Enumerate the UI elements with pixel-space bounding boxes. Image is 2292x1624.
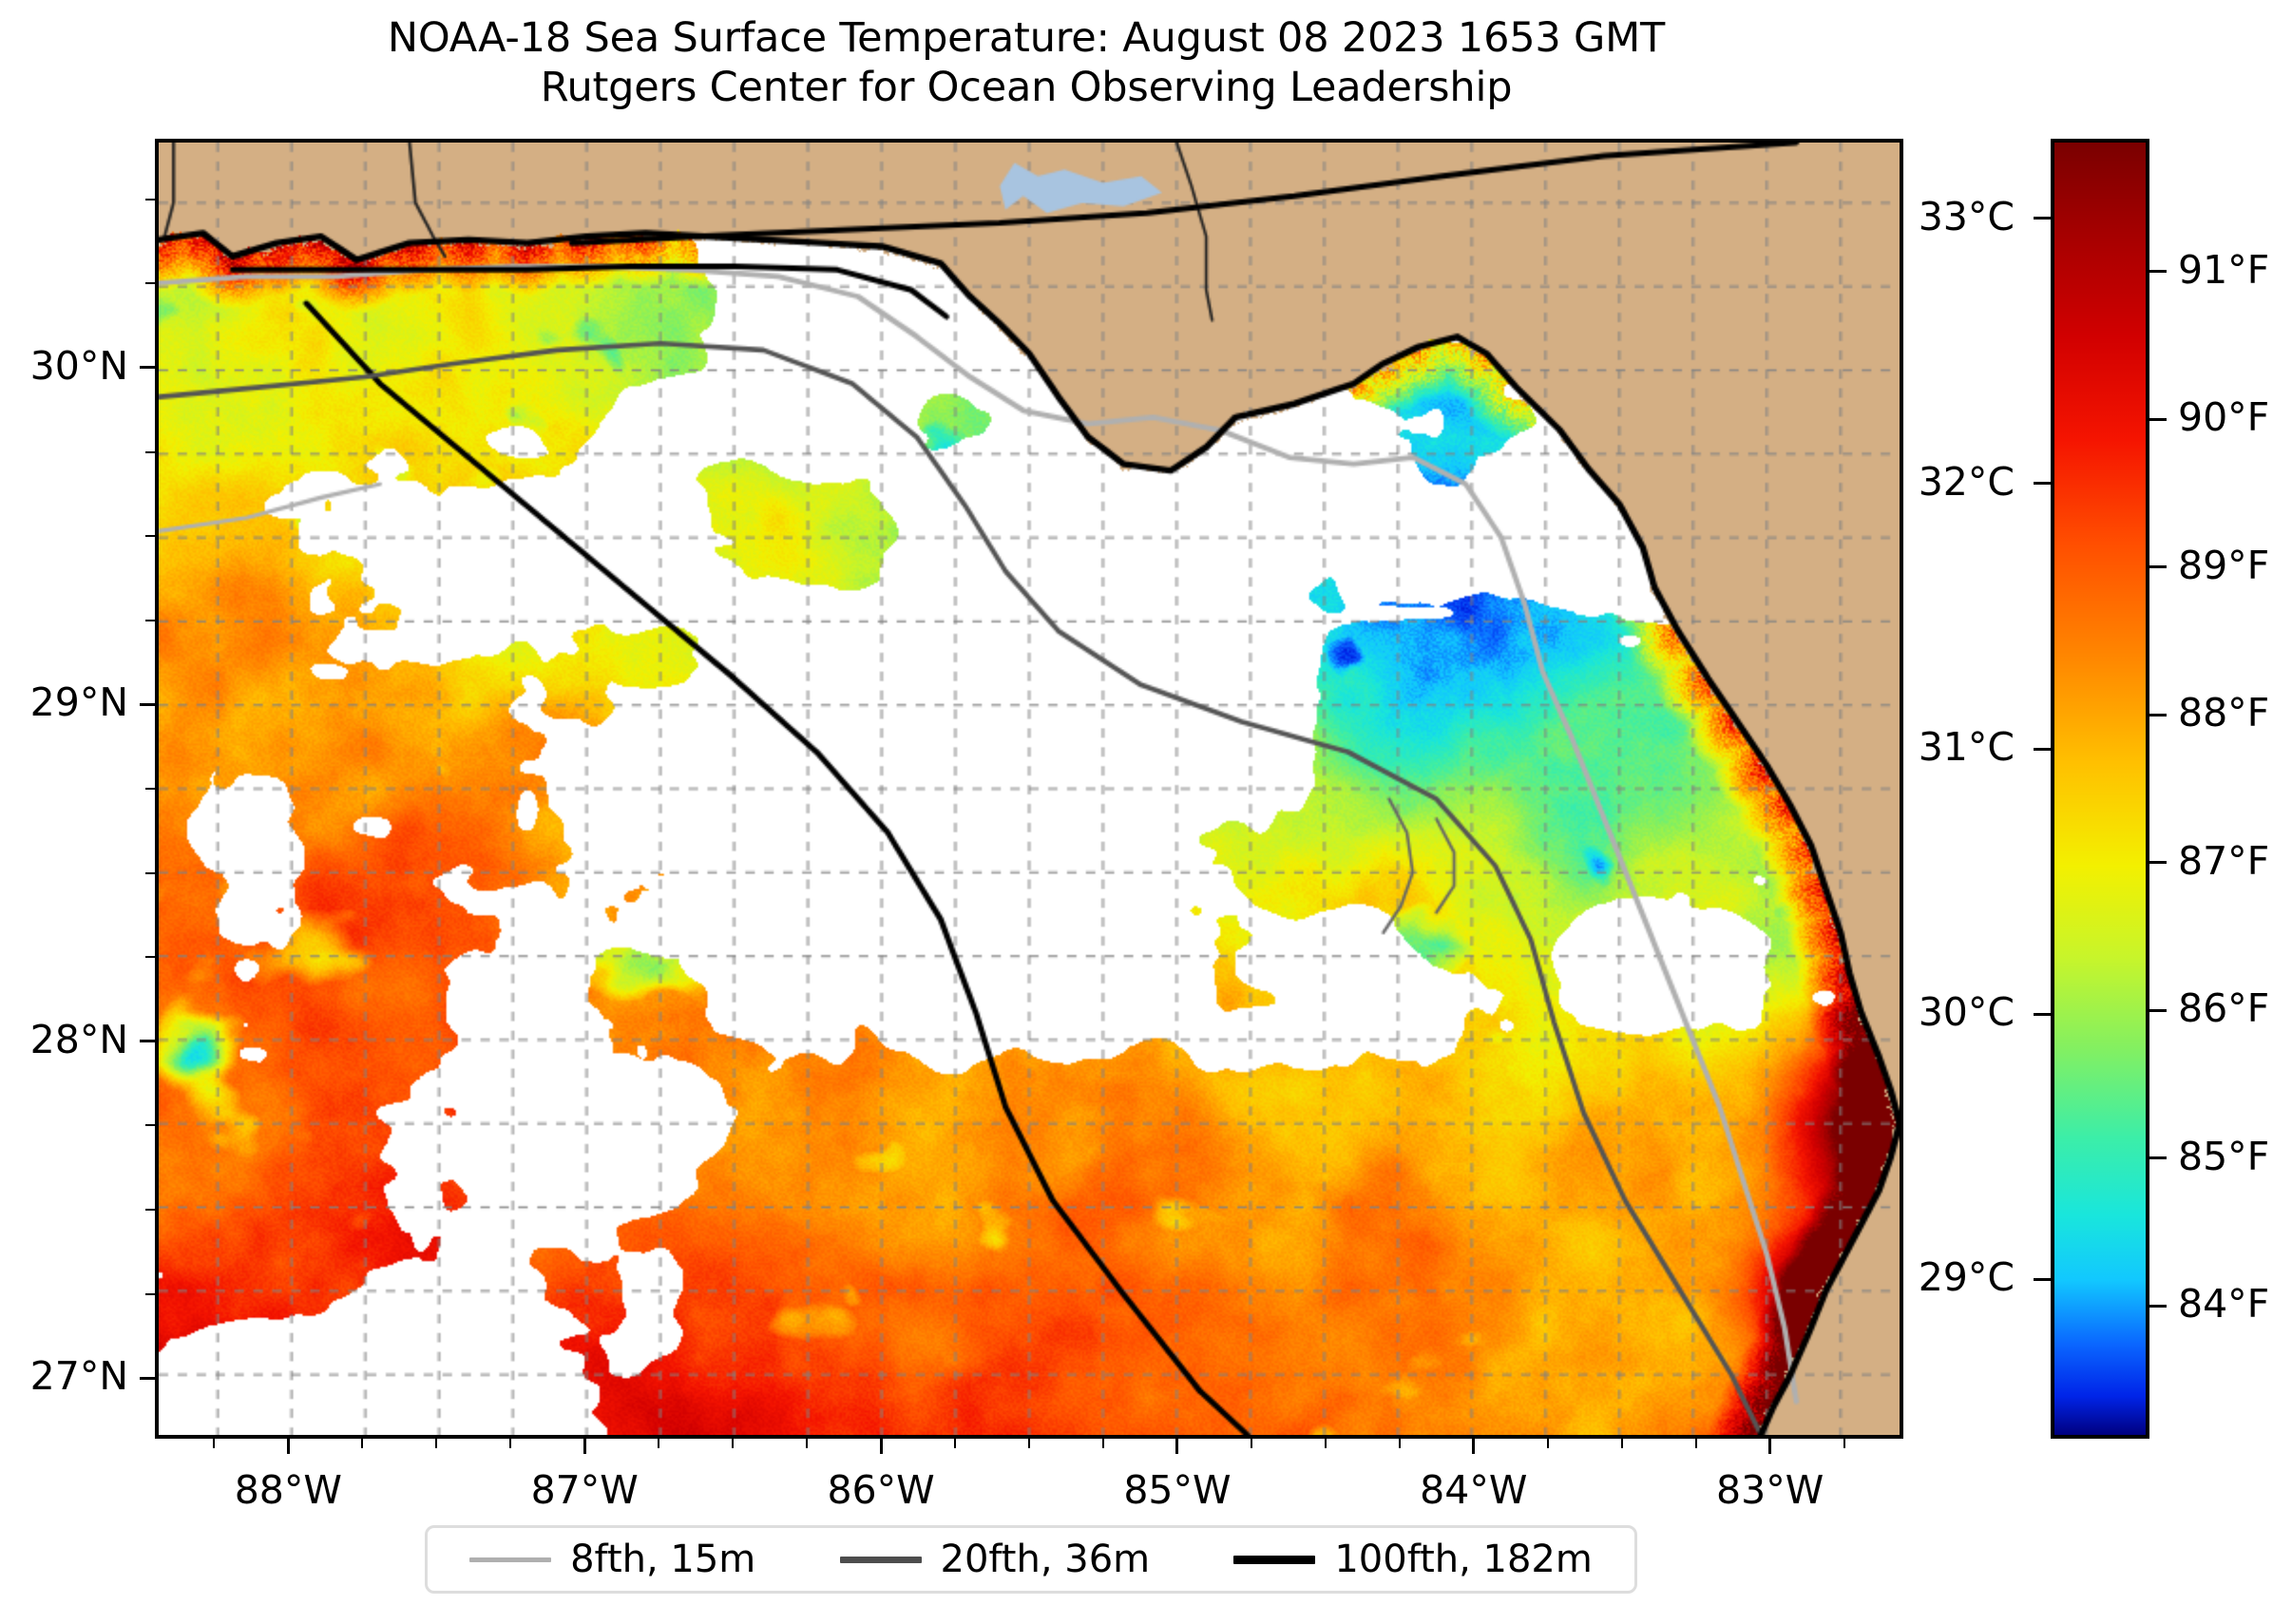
y-tick [145, 619, 155, 621]
colorbar-label-f: 90°F [2178, 394, 2270, 441]
x-tick [1324, 1439, 1327, 1448]
chart-title: NOAA-18 Sea Surface Temperature: August … [0, 13, 2053, 113]
colorbar-tick-c [2034, 747, 2051, 751]
colorbar-label-c: 32°C [1918, 458, 2015, 505]
title-line-2: Rutgers Center for Ocean Observing Leade… [540, 64, 1513, 112]
colorbar-label-c: 29°C [1918, 1254, 2015, 1301]
legend-swatch-20fth [839, 1556, 922, 1563]
x-tick [658, 1439, 660, 1448]
legend-label-100fth: 100fth, 182m [1334, 1538, 1593, 1581]
title-line-1: NOAA-18 Sea Surface Temperature: August … [387, 14, 1666, 62]
y-tick [140, 702, 155, 706]
x-tick [1694, 1439, 1697, 1448]
colorbar-label-c: 33°C [1918, 193, 2015, 239]
colorbar-tick-f [2149, 1156, 2167, 1160]
x-tick [806, 1439, 809, 1448]
colorbar-tick-f [2149, 417, 2167, 421]
colorbar-label-f: 87°F [2178, 837, 2270, 884]
y-tick [145, 198, 155, 201]
x-tick [879, 1439, 883, 1454]
x-tick [583, 1439, 586, 1454]
y-tick [145, 788, 155, 790]
colorbar-label-f: 88°F [2178, 690, 2270, 736]
y-tick-label: 30°N [29, 342, 128, 389]
x-tick [435, 1439, 438, 1448]
legend-swatch-8fth [469, 1557, 552, 1562]
colorbar-tick-f [2149, 1304, 2167, 1308]
colorbar-label-c: 31°C [1918, 724, 2015, 771]
y-tick [140, 366, 155, 370]
bathymetry-legend[interactable]: 8fth, 15m 20fth, 36m 100fth, 182m [425, 1525, 1637, 1594]
y-tick [145, 535, 155, 538]
x-tick [509, 1439, 512, 1448]
legend-item-100fth: 100fth, 182m [1233, 1538, 1593, 1581]
colorbar-tick-f [2149, 1008, 2167, 1012]
colorbar-tick-f [2149, 270, 2167, 274]
y-tick-label: 29°N [29, 679, 128, 726]
x-tick [1028, 1439, 1030, 1448]
legend-label-8fth: 8fth, 15m [570, 1538, 756, 1581]
x-tick [213, 1439, 216, 1448]
x-tick [1398, 1439, 1401, 1448]
x-tick-label: 85°W [1123, 1467, 1232, 1513]
legend-item-20fth: 20fth, 36m [839, 1538, 1151, 1581]
colorbar-label-c: 30°C [1918, 989, 2015, 1036]
x-tick [1250, 1439, 1252, 1448]
colorbar-label-f: 84°F [2178, 1281, 2270, 1328]
x-tick [286, 1439, 290, 1454]
x-tick [361, 1439, 364, 1448]
x-tick [954, 1439, 957, 1448]
x-tick [1843, 1439, 1845, 1448]
colorbar-tick-c [2034, 482, 2051, 486]
legend-swatch-100fth [1233, 1555, 1316, 1564]
x-tick-label: 83°W [1716, 1467, 1824, 1513]
x-tick [1620, 1439, 1623, 1448]
x-tick [1768, 1439, 1772, 1454]
x-tick-label: 86°W [827, 1467, 935, 1513]
sst-map[interactable] [155, 139, 1903, 1439]
y-tick [140, 1040, 155, 1043]
legend-label-20fth: 20fth, 36m [940, 1538, 1151, 1581]
y-tick [145, 450, 155, 453]
colorbar[interactable] [2051, 139, 2149, 1439]
colorbar-tick-f [2149, 713, 2167, 716]
y-tick [145, 1209, 155, 1211]
y-tick [145, 956, 155, 959]
legend-item-8fth: 8fth, 15m [469, 1538, 755, 1581]
colorbar-label-f: 91°F [2178, 246, 2270, 293]
x-tick [1546, 1439, 1549, 1448]
colorbar-tick-c [2034, 1012, 2051, 1016]
x-tick-label: 88°W [234, 1467, 342, 1513]
colorbar-label-f: 86°F [2178, 985, 2270, 1032]
x-tick [1472, 1439, 1476, 1454]
y-tick [140, 1376, 155, 1380]
colorbar-tick-c [2034, 1277, 2051, 1281]
y-tick [145, 1292, 155, 1295]
y-tick [145, 1124, 155, 1127]
colorbar-tick-c [2034, 217, 2051, 220]
y-tick-label: 28°N [29, 1016, 128, 1062]
colorbar-gradient [2054, 143, 2146, 1435]
x-tick [732, 1439, 735, 1448]
colorbar-label-f: 89°F [2178, 542, 2270, 588]
y-tick [145, 871, 155, 874]
y-tick-label: 27°N [29, 1353, 128, 1400]
x-tick [1175, 1439, 1179, 1454]
x-tick [1101, 1439, 1104, 1448]
sst-raster [159, 143, 1900, 1435]
x-tick-label: 84°W [1420, 1467, 1528, 1513]
colorbar-label-f: 85°F [2178, 1133, 2270, 1179]
y-tick [145, 282, 155, 285]
x-tick-label: 87°W [530, 1467, 639, 1513]
colorbar-tick-f [2149, 861, 2167, 865]
colorbar-tick-f [2149, 565, 2167, 569]
